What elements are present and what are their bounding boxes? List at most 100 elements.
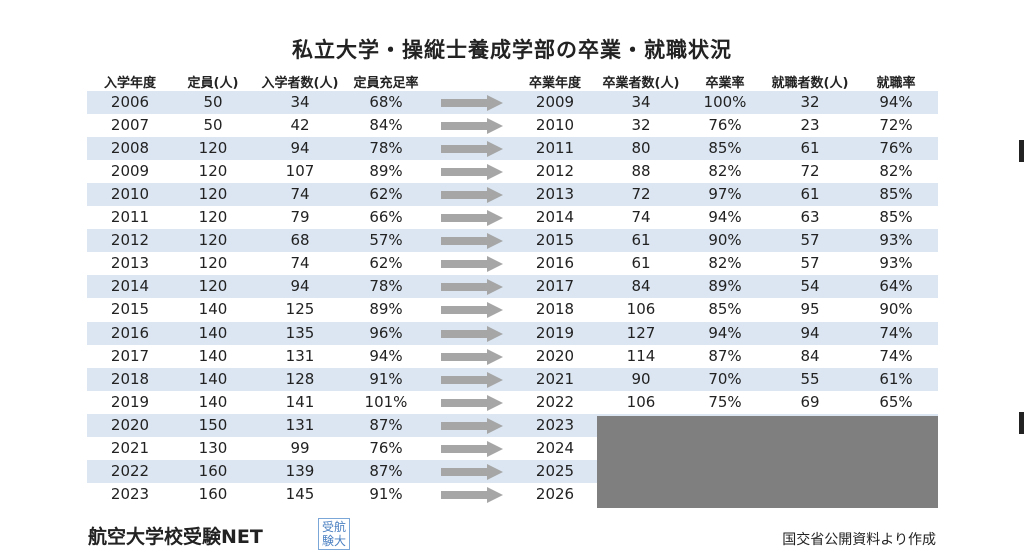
- cell-capacity: 140: [198, 300, 228, 318]
- cell-fill-rate: 84%: [369, 116, 403, 134]
- table-row: 2018 140 128 91% 2021 90 70% 55 61%: [87, 368, 938, 391]
- cell-fill-rate: 68%: [369, 93, 403, 111]
- cell-graduates: 127: [626, 324, 656, 342]
- cell-grad-year: 2024: [535, 439, 575, 457]
- cell-grad-year: 2026: [535, 485, 575, 503]
- cell-graduates: 34: [631, 93, 651, 111]
- cell-fill-rate: 89%: [369, 300, 403, 318]
- cell-capacity: 50: [203, 93, 223, 111]
- right-arrow-icon: [441, 349, 503, 365]
- cell-employed: 57: [800, 231, 820, 249]
- table-row: 2009 120 107 89% 2012 88 82% 72 82%: [87, 160, 938, 183]
- cell-grad-year: 2011: [535, 139, 575, 157]
- cell-grad-year: 2018: [535, 300, 575, 318]
- cell-entrants: 94: [290, 139, 310, 157]
- cell-graduates: 106: [626, 300, 656, 318]
- cell-grad-rate: 76%: [708, 116, 742, 134]
- cell-employed: 95: [800, 300, 820, 318]
- cell-graduates: 114: [626, 347, 656, 365]
- cell-employed: 69: [800, 393, 820, 411]
- cell-employment-rate: 90%: [879, 300, 913, 318]
- table-row: 2016 140 135 96% 2019 127 94% 94 74%: [87, 322, 938, 345]
- cell-grad-rate: 89%: [708, 277, 742, 295]
- cell-entry-year: 2014: [110, 277, 150, 295]
- cell-graduates: 84: [631, 277, 651, 295]
- cell-capacity: 140: [198, 324, 228, 342]
- cell-employment-rate: 61%: [879, 370, 913, 388]
- cell-capacity: 120: [198, 254, 228, 272]
- cell-capacity: 120: [198, 208, 228, 226]
- cell-graduates: 106: [626, 393, 656, 411]
- cell-employment-rate: 82%: [879, 162, 913, 180]
- cell-employed: 54: [800, 277, 820, 295]
- cell-capacity: 160: [198, 485, 228, 503]
- cell-graduates: 32: [631, 116, 651, 134]
- cell-employment-rate: 85%: [879, 185, 913, 203]
- cell-entrants: 79: [290, 208, 310, 226]
- right-arrow-icon: [441, 118, 503, 134]
- cell-fill-rate: 66%: [369, 208, 403, 226]
- cell-entrants: 141: [285, 393, 315, 411]
- cell-graduates: 88: [631, 162, 651, 180]
- cell-grad-year: 2010: [535, 116, 575, 134]
- right-arrow-icon: [441, 95, 503, 111]
- cell-capacity: 150: [198, 416, 228, 434]
- cell-entry-year: 2016: [110, 324, 150, 342]
- table-row: 2021 130 99 76% 2024: [87, 437, 938, 460]
- cell-entrants: 74: [290, 254, 310, 272]
- cell-fill-rate: 57%: [369, 231, 403, 249]
- cell-employed: 32: [800, 93, 820, 111]
- cell-capacity: 140: [198, 347, 228, 365]
- table-row: 2012 120 68 57% 2015 61 90% 57 93%: [87, 229, 938, 252]
- cell-fill-rate: 78%: [369, 139, 403, 157]
- right-arrow-icon: [441, 164, 503, 180]
- table-row: 2006 50 34 68% 2009 34 100% 32 94%: [87, 91, 938, 114]
- cell-grad-year: 2015: [535, 231, 575, 249]
- cell-employment-rate: 64%: [879, 277, 913, 295]
- cell-capacity: 120: [198, 277, 228, 295]
- cell-entry-year: 2011: [110, 208, 150, 226]
- cell-employment-rate: 74%: [879, 347, 913, 365]
- cell-fill-rate: 87%: [369, 416, 403, 434]
- cell-graduates: 80: [631, 139, 651, 157]
- table-row: 2007 50 42 84% 2010 32 76% 23 72%: [87, 114, 938, 137]
- right-arrow-icon: [441, 326, 503, 342]
- cell-employment-rate: 76%: [879, 139, 913, 157]
- cell-entrants: 145: [285, 485, 315, 503]
- cell-entry-year: 2022: [110, 462, 150, 480]
- cell-fill-rate: 89%: [369, 162, 403, 180]
- cell-employed: 23: [800, 116, 820, 134]
- cell-employment-rate: 93%: [879, 231, 913, 249]
- right-arrow-icon: [441, 487, 503, 503]
- cell-entrants: 68: [290, 231, 310, 249]
- cell-entrants: 42: [290, 116, 310, 134]
- cell-capacity: 120: [198, 231, 228, 249]
- cell-entry-year: 2015: [110, 300, 150, 318]
- cell-employed: 61: [800, 139, 820, 157]
- cell-fill-rate: 101%: [364, 393, 408, 411]
- cell-grad-year: 2023: [535, 416, 575, 434]
- cell-capacity: 120: [198, 139, 228, 157]
- header-grad-rate: 卒業率: [705, 76, 745, 91]
- cell-fill-rate: 94%: [369, 347, 403, 365]
- cell-employed: 63: [800, 208, 820, 226]
- cell-fill-rate: 78%: [369, 277, 403, 295]
- edge-mark: [1019, 412, 1024, 434]
- cell-fill-rate: 62%: [369, 185, 403, 203]
- cell-grad-year: 2019: [535, 324, 575, 342]
- header-entrants: 入学者数(人): [261, 76, 339, 91]
- table-row: 2023 160 145 91% 2026: [87, 483, 938, 506]
- table-row: 2011 120 79 66% 2014 74 94% 63 85%: [87, 206, 938, 229]
- cell-grad-year: 2017: [535, 277, 575, 295]
- source-note: 国交省公開資料より作成: [782, 532, 936, 548]
- cell-entry-year: 2012: [110, 231, 150, 249]
- cell-entrants: 131: [285, 416, 315, 434]
- cell-entry-year: 2017: [110, 347, 150, 365]
- cell-grad-year: 2021: [535, 370, 575, 388]
- cell-employed: 57: [800, 254, 820, 272]
- cell-entrants: 135: [285, 324, 315, 342]
- cell-grad-year: 2020: [535, 347, 575, 365]
- cell-grad-rate: 75%: [708, 393, 742, 411]
- cell-grad-year: 2014: [535, 208, 575, 226]
- header-entry-year: 入学年度: [103, 76, 156, 91]
